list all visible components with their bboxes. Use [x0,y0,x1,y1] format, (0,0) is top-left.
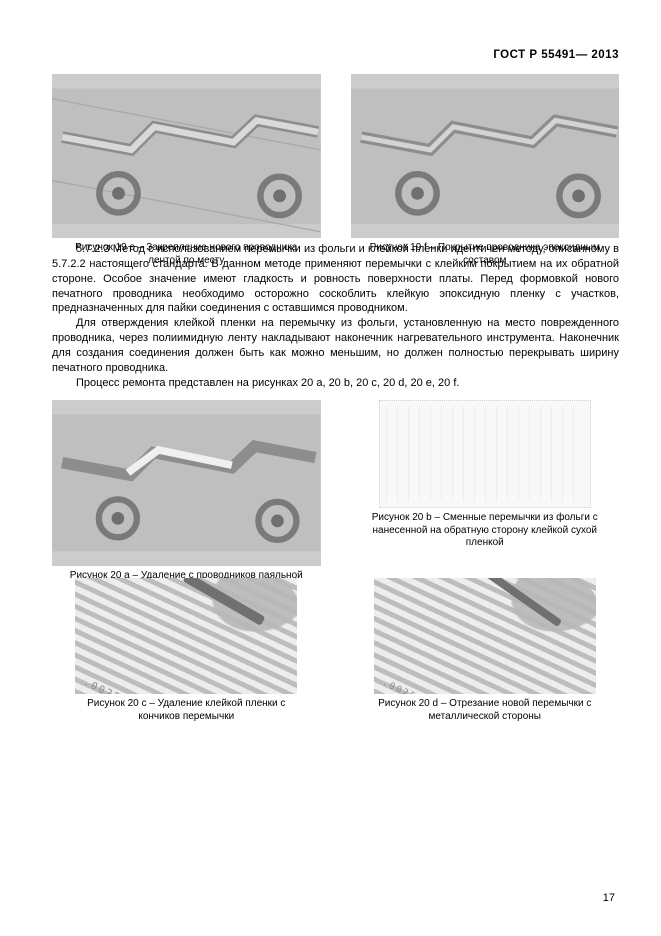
figure-19f-image [351,74,620,239]
paragraph-5-7-2-3: 5.7.2.3 Метод с использованием перемычки… [52,242,619,316]
figure-20d-image: .0025 [374,578,596,694]
figure-row-20-bottom: .0025 Рисунок 20 c – Удаление клейкой пл… [52,578,619,723]
figure-20b: Рисунок 20 b – Сменные перемычки из фоль… [351,400,620,566]
figure-19e-image [52,74,321,239]
foil-marking: .0025 [380,677,419,694]
page-number: 17 [603,891,615,906]
figure-20c-caption: Рисунок 20 c – Удаление клейкой пленки с… [66,698,306,723]
paragraph-curing: Для отверждения клейкой пленки на перемы… [52,316,619,375]
figure-19f: Рисунок 19 f – Покрытие проводника эпокс… [351,74,620,239]
figure-20d: .0025 Рисунок 20 d – Отрезание новой пер… [351,578,620,723]
figure-20b-caption: Рисунок 20 b – Сменные перемычки из фоль… [365,512,605,550]
figure-row-20-top: Рисунок 20 a – Удаление с проводников па… [52,400,619,566]
figure-20d-caption: Рисунок 20 d – Отрезание новой перемычки… [365,698,605,723]
figure-20a-image [52,400,321,566]
figure-20a: Рисунок 20 a – Удаление с проводников па… [52,400,321,566]
body-text: 5.7.2.3 Метод с использованием перемычки… [52,242,619,390]
hand-icon [173,578,297,673]
figure-20c: .0025 Рисунок 20 c – Удаление клейкой пл… [52,578,321,723]
figure-19e: Рисунок 19 e – Закрепление нового провод… [52,74,321,239]
figure-row-19: Рисунок 19 e – Закрепление нового провод… [52,74,619,239]
document-header: ГОСТ Р 55491— 2013 [52,48,619,64]
foil-marking: .0025 [81,676,123,694]
hand-icon [472,578,596,673]
figure-20c-image: .0025 [75,578,297,694]
figure-20b-image [379,400,591,508]
paragraph-process-ref: Процесс ремонта представлен на рисунках … [52,376,619,391]
